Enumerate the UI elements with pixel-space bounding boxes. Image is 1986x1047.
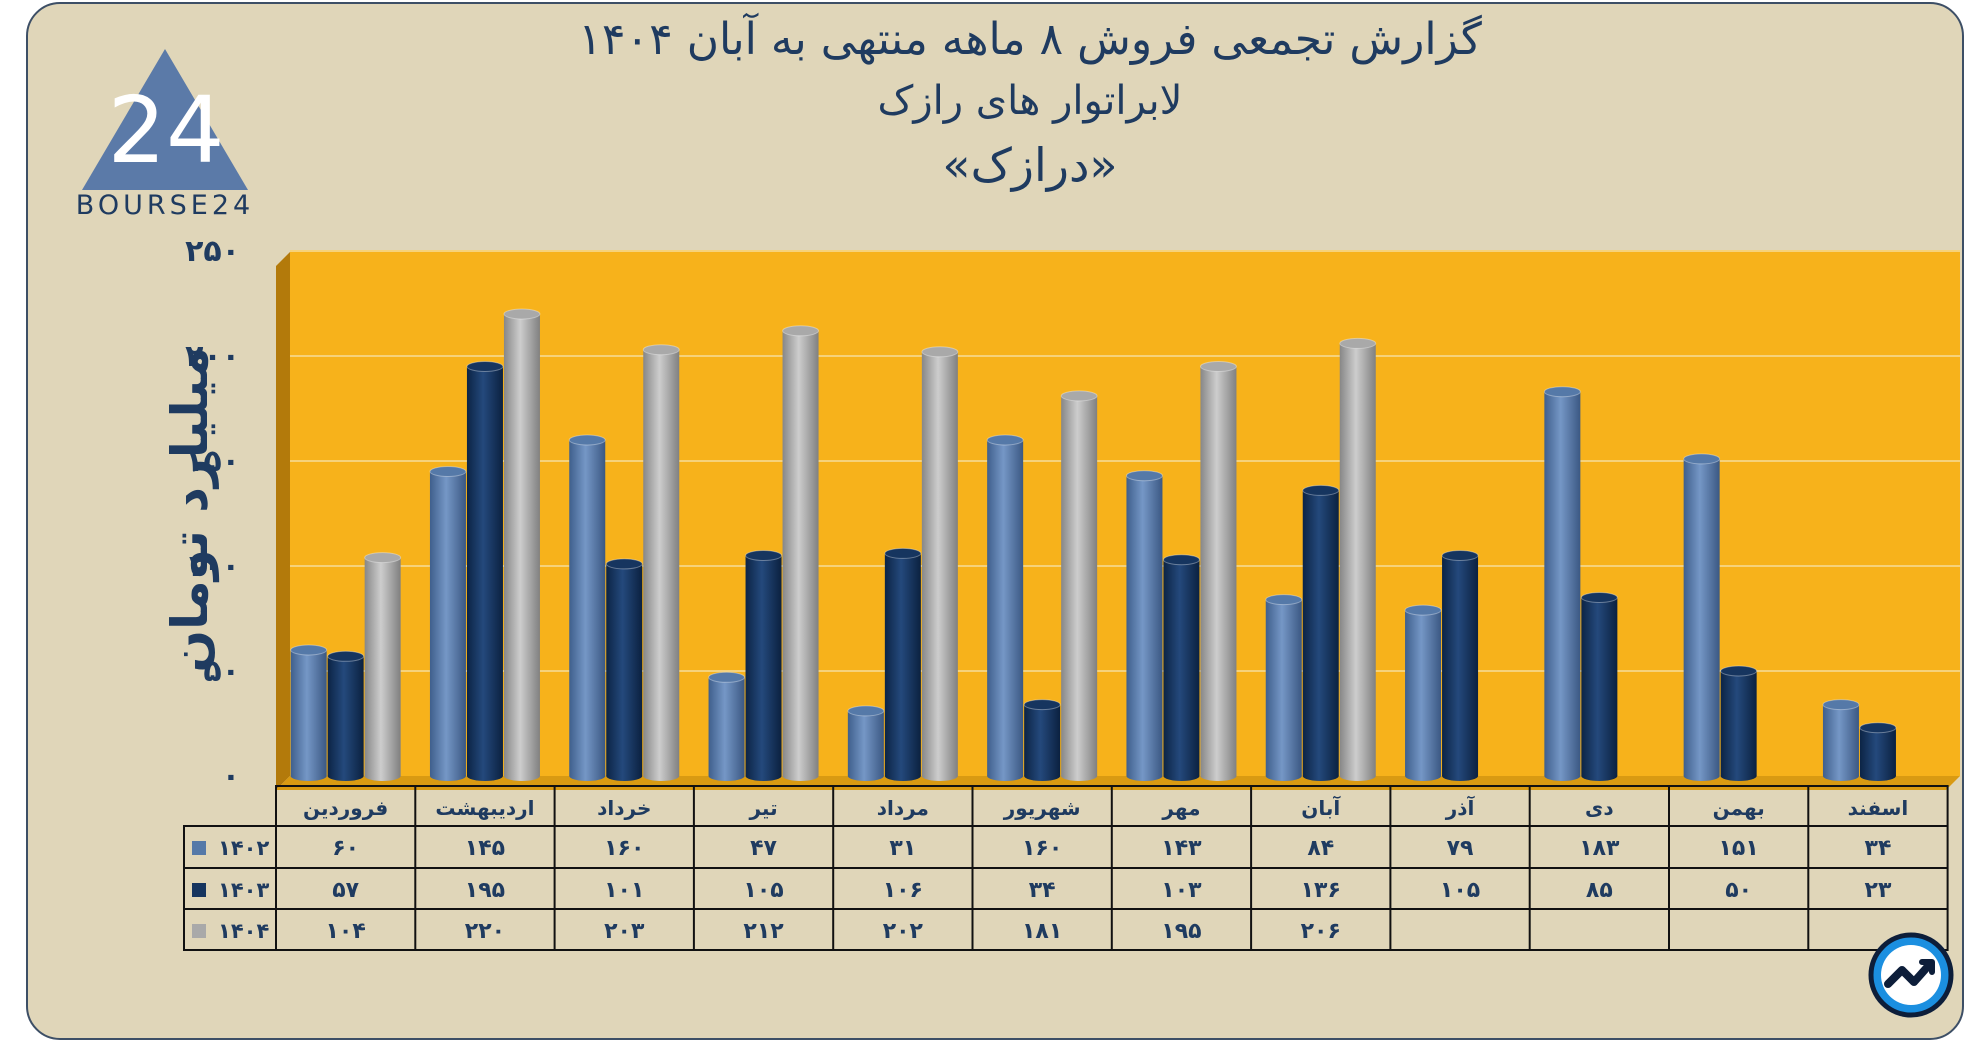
data-label: ۳۱ <box>889 836 916 861</box>
bar <box>1404 604 1442 781</box>
legend-swatch <box>192 883 206 897</box>
bar <box>1822 699 1860 781</box>
plot-area <box>290 252 1960 776</box>
data-label: ۱۰۵ <box>1440 878 1480 903</box>
logo-mark: 24 <box>107 77 224 184</box>
legend-swatch <box>192 841 206 855</box>
data-label: ۷۹ <box>1447 836 1474 861</box>
trend-arrow-icon[interactable] <box>1868 932 1954 1018</box>
bourse24-logo-icon: 24 <box>82 49 248 190</box>
data-label: ۱۳۶ <box>1301 878 1341 903</box>
bar <box>1023 699 1061 781</box>
bar <box>1302 484 1340 781</box>
bar <box>745 550 783 781</box>
legend-label: ۱۴۰۳ <box>218 878 269 902</box>
x-tick-label: اردیبهشت <box>435 796 534 820</box>
bar <box>466 361 504 781</box>
data-label: ۱۹۵ <box>465 878 505 903</box>
data-label: ۲۲۰ <box>465 919 505 944</box>
chart-title: گزارش تجمعی فروش ۸ ماهه منتهی به آبان ۱۴… <box>578 14 1482 65</box>
bar <box>1060 390 1098 781</box>
data-label: ۲۰۲ <box>883 919 924 944</box>
data-label: ۶۰ <box>332 836 359 861</box>
data-label: ۸۵ <box>1586 878 1613 903</box>
data-label: ۱۸۱ <box>1022 919 1062 944</box>
bar <box>1441 550 1479 781</box>
data-label: ۱۸۳ <box>1579 836 1620 861</box>
data-label: ۴۷ <box>750 836 777 861</box>
data-label: ۲۱۲ <box>743 919 784 944</box>
data-label: ۸۴ <box>1307 836 1334 861</box>
chart-subtitle-symbol: «درازک» <box>942 138 1118 192</box>
bar <box>986 434 1024 781</box>
bar <box>1199 361 1237 781</box>
data-label: ۱۴۳ <box>1161 836 1202 861</box>
data-label: ۵۰ <box>1725 878 1752 903</box>
data-label: ۲۰۶ <box>1301 919 1341 944</box>
chart-subtitle: لابراتوار های رازک <box>877 78 1183 124</box>
data-label: ۳۴ <box>1029 878 1056 903</box>
x-tick-label: اسفند <box>1848 796 1909 820</box>
x-tick-label: آذر <box>1445 795 1476 820</box>
bar <box>782 325 820 781</box>
bar <box>503 308 541 781</box>
x-tick-label: مهر <box>1161 796 1200 820</box>
data-label: ۵۷ <box>332 878 359 903</box>
y-tick-label: ۱۵۰ <box>185 444 240 479</box>
data-label: ۱۵۱ <box>1719 836 1759 861</box>
y-tick-label: ۲۵۰ <box>185 234 240 269</box>
x-tick-label: فروردین <box>303 796 388 820</box>
logo-text: BOURSE24 <box>75 190 255 221</box>
data-label: ۱۰۶ <box>883 878 923 903</box>
x-tick-label: بهمن <box>1713 796 1765 820</box>
y-tick-label: ۱۰۰ <box>185 549 240 584</box>
y-tick-label: ۰ <box>222 759 240 794</box>
legend-label: ۱۴۰۲ <box>218 836 269 860</box>
y-tick-label: ۵۰ <box>203 654 240 689</box>
bar <box>1265 594 1303 781</box>
data-label: ۱۶۰ <box>604 836 644 861</box>
bar <box>642 344 680 781</box>
data-label: ۱۶۰ <box>1022 836 1062 861</box>
bar <box>1339 337 1377 781</box>
data-label: ۲۰۳ <box>604 919 645 944</box>
data-label: ۱۰۱ <box>604 878 644 903</box>
data-label: ۱۴۵ <box>465 836 505 861</box>
bar <box>1162 554 1200 781</box>
x-tick-label: آبان <box>1301 795 1341 820</box>
data-label: ۱۰۵ <box>743 878 783 903</box>
bar <box>1859 722 1897 781</box>
bar <box>568 434 606 781</box>
x-tick-label: دی <box>1585 796 1614 820</box>
bar <box>1580 592 1618 781</box>
bar <box>921 346 959 781</box>
data-label: ۳۴ <box>1865 836 1892 861</box>
plot-side-wall <box>276 252 290 790</box>
bar <box>290 644 328 781</box>
x-tick-label: مرداد <box>877 796 929 820</box>
bar <box>1720 665 1758 781</box>
bar <box>708 671 746 781</box>
data-label: ۱۹۵ <box>1161 919 1201 944</box>
bar <box>1125 470 1163 781</box>
bar <box>1683 453 1721 781</box>
legend-label: ۱۴۰۴ <box>218 919 269 943</box>
bar <box>847 705 885 781</box>
x-tick-label: شهریور <box>1003 796 1081 820</box>
bar <box>364 552 402 781</box>
bar <box>429 466 467 781</box>
x-tick-label: تیر <box>748 796 777 820</box>
legend-swatch <box>192 924 206 938</box>
bar <box>605 558 643 781</box>
bar <box>327 650 365 781</box>
data-label: ۱۰۴ <box>326 919 366 944</box>
x-tick-label: خرداد <box>597 796 651 820</box>
data-label: ۱۰۳ <box>1161 878 1202 903</box>
bar <box>1543 386 1581 781</box>
data-label: ۲۳ <box>1865 878 1892 903</box>
y-tick-label: ۲۰۰ <box>185 339 240 374</box>
bar <box>884 547 922 781</box>
